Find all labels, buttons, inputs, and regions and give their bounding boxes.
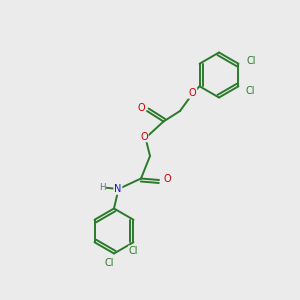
Text: O: O [164,173,171,184]
Text: Cl: Cl [129,246,138,256]
Text: Cl: Cl [247,56,256,66]
Text: O: O [137,103,145,113]
Text: Cl: Cl [105,257,114,268]
Text: O: O [140,131,148,142]
Text: N: N [114,184,122,194]
Text: Cl: Cl [246,86,256,96]
Text: O: O [189,88,196,98]
Text: H: H [99,183,105,192]
